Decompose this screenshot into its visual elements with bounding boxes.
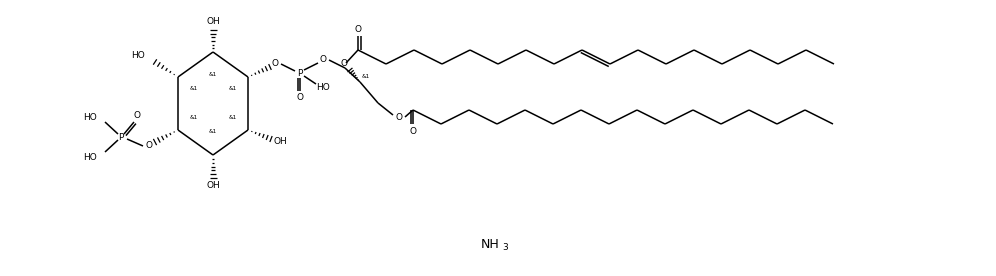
Text: HO: HO	[84, 153, 97, 161]
Text: O: O	[409, 126, 416, 136]
Text: O: O	[133, 112, 140, 121]
Text: P: P	[119, 132, 124, 142]
Text: O: O	[145, 142, 152, 150]
Text: &1: &1	[362, 75, 371, 79]
Text: HO: HO	[131, 52, 145, 60]
Text: &1: &1	[228, 115, 236, 120]
Text: 3: 3	[502, 243, 508, 253]
Text: O: O	[395, 113, 402, 123]
Text: NH: NH	[481, 238, 499, 251]
Text: P: P	[298, 70, 303, 78]
Text: &1: &1	[228, 86, 236, 91]
Text: OH: OH	[206, 182, 220, 190]
Text: &1: &1	[209, 129, 217, 134]
Text: OH: OH	[273, 137, 287, 147]
Text: HO: HO	[316, 83, 330, 92]
Text: O: O	[341, 60, 348, 68]
Text: HO: HO	[84, 113, 97, 121]
Text: &1: &1	[189, 86, 198, 91]
Text: O: O	[355, 25, 362, 33]
Text: OH: OH	[206, 17, 220, 26]
Text: &1: &1	[209, 72, 217, 78]
Text: O: O	[320, 55, 327, 65]
Text: O: O	[297, 92, 304, 102]
Text: O: O	[272, 60, 279, 68]
Text: &1: &1	[189, 115, 198, 120]
